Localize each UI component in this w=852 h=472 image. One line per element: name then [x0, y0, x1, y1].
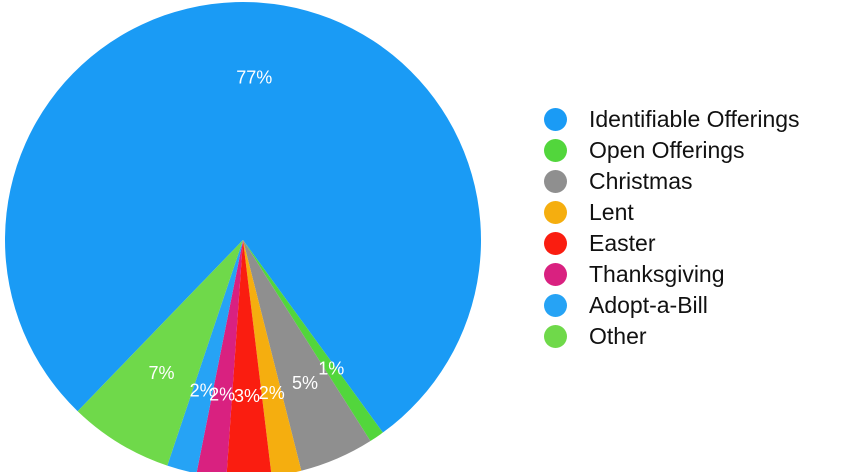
pie-slice-thanksgiving — [196, 240, 243, 472]
pie-slice-christmas — [243, 240, 371, 471]
pie-slice-label: 1% — [318, 359, 344, 379]
pie-slice-label: 5% — [292, 373, 318, 393]
legend-item: Lent — [544, 197, 844, 228]
legend-label: Lent — [589, 199, 634, 225]
pie-slice-identifiable-offerings — [5, 1, 482, 433]
legend-item: Thanksgiving — [544, 259, 844, 290]
legend: Identifiable Offerings Open Offerings Chri… — [544, 104, 844, 352]
legend-item: Adopt-a-Bill — [544, 290, 844, 321]
legend-label: Thanksgiving — [589, 261, 725, 287]
pie-slice-label: 3% — [234, 386, 260, 406]
pie-slice-open-offerings — [243, 240, 383, 442]
pie-slice-easter — [226, 240, 272, 472]
legend-label: Easter — [589, 230, 656, 256]
pie-slice-label: 2% — [209, 384, 235, 404]
legend-item: Other — [544, 321, 844, 352]
pie-slice-labels: 77%1%5%2%3%2%2%7% — [148, 67, 344, 405]
legend-swatch — [544, 108, 567, 131]
legend-label: Adopt-a-Bill — [589, 292, 708, 318]
legend-swatch — [544, 139, 567, 162]
pie-slice-label: 7% — [148, 363, 174, 383]
legend-label: Christmas — [589, 168, 693, 194]
legend-swatch — [544, 170, 567, 193]
legend-swatch — [544, 232, 567, 255]
legend-swatch — [544, 325, 567, 348]
legend-label: Identifiable Offerings — [589, 106, 800, 132]
pie-slice-label: 2% — [259, 383, 285, 403]
pie-slice-lent — [243, 240, 302, 472]
legend-item: Open Offerings — [544, 135, 844, 166]
legend-item: Christmas — [544, 166, 844, 197]
legend-swatch — [544, 294, 567, 317]
legend-label: Open Offerings — [589, 137, 745, 163]
legend-item: Easter — [544, 228, 844, 259]
pie-slice-other — [77, 240, 243, 466]
pie-slices — [5, 1, 482, 472]
legend-swatch — [544, 201, 567, 224]
pie-slice-label: 2% — [190, 381, 216, 401]
pie-slice-adopt-a-bill — [167, 240, 243, 472]
pie-slice-label: 77% — [236, 67, 272, 87]
legend-swatch — [544, 263, 567, 286]
legend-label: Other — [589, 323, 647, 349]
legend-item: Identifiable Offerings — [544, 104, 844, 135]
